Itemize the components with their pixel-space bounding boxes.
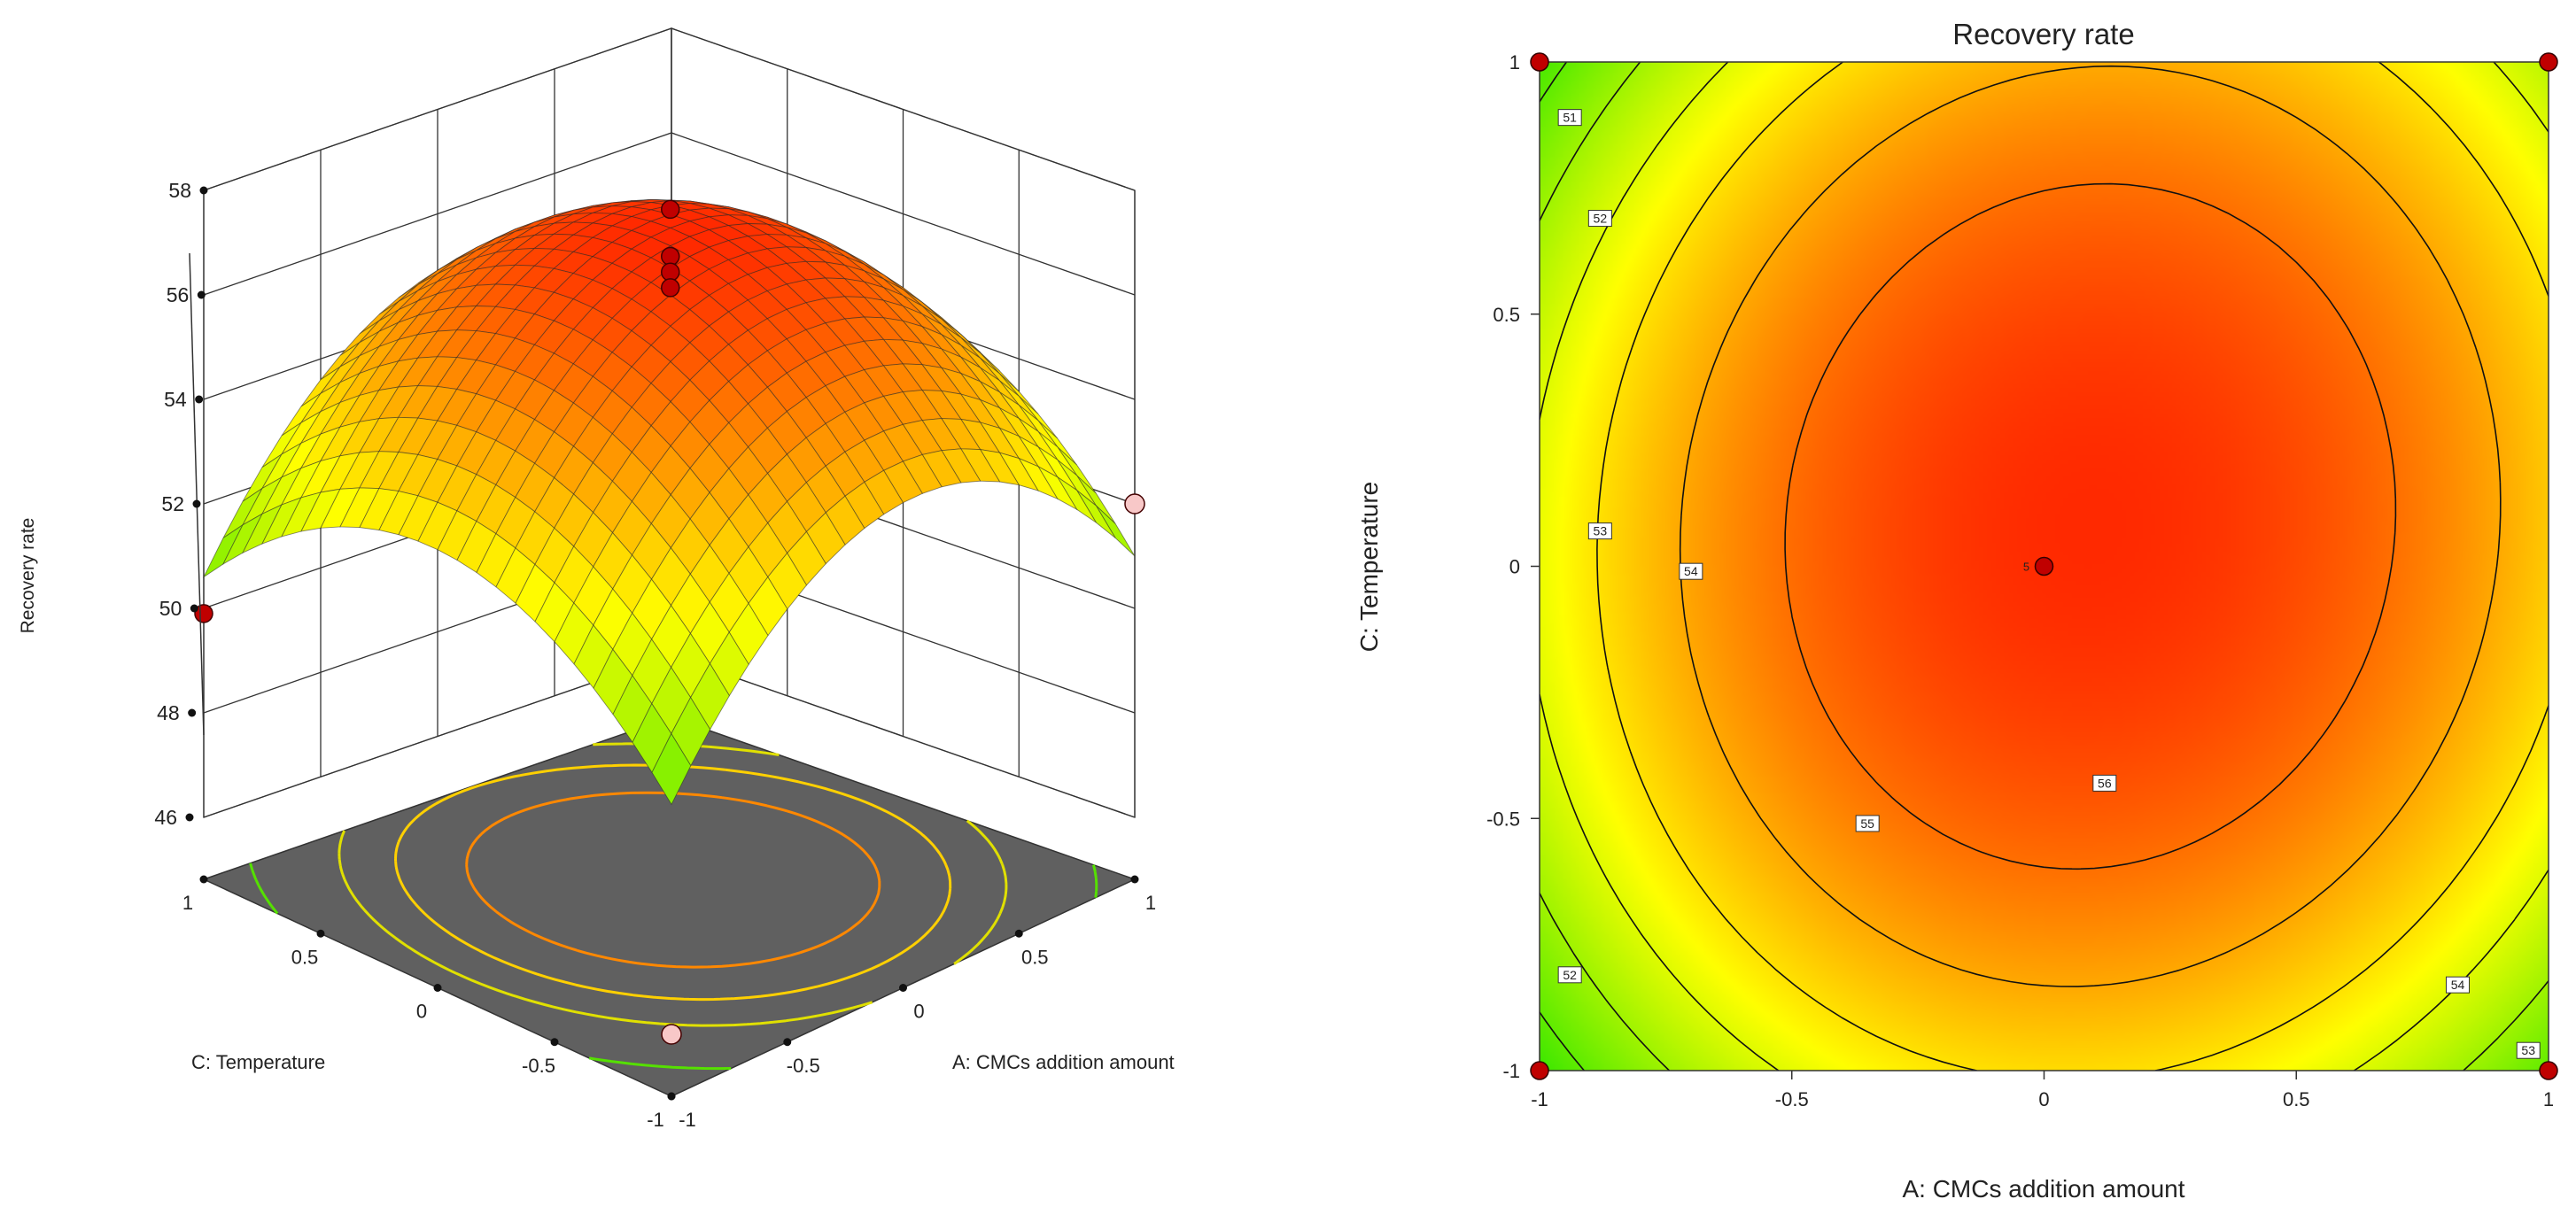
- contour-line-51: [1540, 62, 1585, 1071]
- surface-z-tick: [199, 186, 208, 195]
- surface-z-tick: [190, 604, 198, 613]
- surface-x-tick: [783, 1038, 792, 1047]
- surface-design-point: [194, 604, 213, 623]
- contour-line-54: [1596, 62, 2549, 1071]
- contour-y-tick-label: 0: [1509, 556, 1520, 578]
- surface-z-axis-label: Recovery rate: [18, 518, 38, 634]
- surface-z-tick-label: 50: [159, 597, 182, 620]
- surface-design-point: [661, 199, 680, 220]
- contour-line-55: [1679, 65, 2502, 987]
- contour-design-point: [2539, 52, 2558, 72]
- surface-z-tick-label: 46: [154, 806, 177, 829]
- surface-y-tick-label: 1: [182, 892, 193, 914]
- surface-y-tick-label: 0.5: [291, 946, 319, 968]
- svg-text:56: 56: [2098, 776, 2112, 790]
- surface-x-tick: [1014, 929, 1023, 938]
- surface-y-tick: [316, 929, 325, 938]
- surface-axes: 46 48 50 52 54 56 58 -1 -0.5 0 0.5 1 -1 -0.5 0 0.5 1: [154, 179, 1156, 1131]
- surface-z-tick-label: 58: [168, 179, 191, 202]
- surface-x-tick-label: 1: [1145, 892, 1156, 914]
- surface-z-tick: [192, 499, 201, 508]
- contour-level-label: 55: [1855, 815, 1880, 832]
- svg-text:53: 53: [2521, 1043, 2535, 1057]
- surface-x-tick-label: -1: [679, 1109, 696, 1131]
- contour-level-labels: 51 52 53 54 55 56 52 54 53 5: [1557, 109, 2541, 1059]
- contour-level-label: 54: [2445, 976, 2470, 994]
- surface-x-tick-label: -0.5: [787, 1055, 820, 1077]
- contour-x-tick-label: 0: [2038, 1088, 2049, 1110]
- contour-title: Recovery rate: [1952, 18, 2134, 50]
- surface-x-axis-label: A: CMCs addition amount: [952, 1051, 1175, 1073]
- contour-y-tick-label: -0.5: [1486, 808, 1520, 830]
- contour-y-axis-label: C: Temperature: [1355, 482, 1383, 652]
- contour-line-56: [1784, 182, 2397, 870]
- contour-level-label: 52: [1557, 966, 1582, 984]
- svg-text:53: 53: [1594, 524, 1608, 538]
- contour-level-label: 52: [1587, 210, 1612, 228]
- surface-y-tick: [667, 1092, 676, 1101]
- svg-text:52: 52: [1594, 212, 1608, 226]
- contour-x-axis-label: A: CMCs addition amount: [1902, 1175, 2184, 1203]
- surface-x-tick: [899, 984, 907, 992]
- surface-y-tick-label: -0.5: [522, 1055, 555, 1077]
- surface-x-tick-label: 0: [913, 1001, 924, 1023]
- surface-design-point: [661, 278, 680, 298]
- svg-text:52: 52: [1563, 968, 1577, 982]
- surface-y-tick: [199, 875, 208, 884]
- svg-text:55: 55: [1860, 816, 1874, 831]
- contour-line-53: [1540, 62, 2549, 1071]
- contour-x-tick-label: 0.5: [2283, 1088, 2310, 1110]
- surface-3d-chart: 46 48 50 52 54 56 58 -1 -0.5 0 0.5 1 -1 -0.5 0 0.5 1 Rec…: [18, 27, 1175, 1131]
- surface-y-tick-label: 0: [416, 1001, 427, 1023]
- contour-y-tick-label: 1: [1509, 51, 1520, 73]
- contour-chart: 51 52 53 54 55 56 52 54 53 5 -1 -0.5 0 0.5 1 -1 -0.5 0 0.…: [1355, 18, 2558, 1203]
- surface-z-tick: [195, 395, 204, 404]
- surface-floor-contour: [249, 863, 1098, 1071]
- surface-design-points: [194, 199, 1145, 1045]
- contour-x-tick-label: -1: [1531, 1088, 1548, 1110]
- contour-design-point: [1530, 1061, 1549, 1080]
- contour-design-point: [2034, 556, 2054, 576]
- contour-design-point: [2539, 1061, 2558, 1080]
- surface-y-tick: [433, 984, 442, 992]
- contour-y-tick-label: 0.5: [1493, 304, 1520, 326]
- contour-level-label: 53: [2516, 1041, 2541, 1059]
- contour-lines: [1540, 62, 2549, 1071]
- surface-x-tick-label: 0.5: [1021, 946, 1049, 968]
- svg-text:51: 51: [1563, 111, 1577, 125]
- contour-x-tick-label: -0.5: [1775, 1088, 1809, 1110]
- surface-z-tick-label: 52: [161, 492, 184, 515]
- surface-floor-contour: [465, 791, 881, 969]
- contour-design-points: [1530, 52, 2558, 1080]
- contour-center-label: 5: [2023, 561, 2029, 574]
- surface-z-tick-label: 56: [167, 283, 190, 306]
- contour-level-label: 53: [1587, 522, 1612, 540]
- surface-z-tick: [188, 708, 197, 717]
- surface-mesh: [202, 199, 1136, 806]
- surface-x-tick: [1130, 875, 1139, 884]
- surface-design-point: [1124, 493, 1145, 514]
- contour-design-point: [1530, 52, 1549, 72]
- contour-level-label: 56: [2092, 774, 2117, 792]
- svg-text:54: 54: [1684, 564, 1698, 578]
- surface-y-axis-label: C: Temperature: [191, 1051, 325, 1073]
- svg-text:54: 54: [2451, 978, 2465, 992]
- contour-y-tick-label: -1: [1502, 1060, 1520, 1082]
- surface-z-tick: [185, 813, 194, 822]
- contour-level-label: 51: [1557, 109, 1582, 127]
- surface-design-point: [661, 1024, 682, 1045]
- surface-z-tick-label: 54: [164, 388, 187, 411]
- surface-y-tick: [550, 1038, 559, 1047]
- surface-z-tick: [197, 290, 206, 299]
- contour-level-label: 54: [1679, 562, 1703, 580]
- surface-z-tick-label: 48: [157, 701, 180, 724]
- surface-z-axis-line: [189, 252, 205, 736]
- surface-mesh-cell: [651, 732, 692, 806]
- contour-line-52: [1540, 62, 2549, 1071]
- contour-x-tick-label: 1: [2543, 1088, 2554, 1110]
- surface-y-tick-label: -1: [647, 1109, 664, 1131]
